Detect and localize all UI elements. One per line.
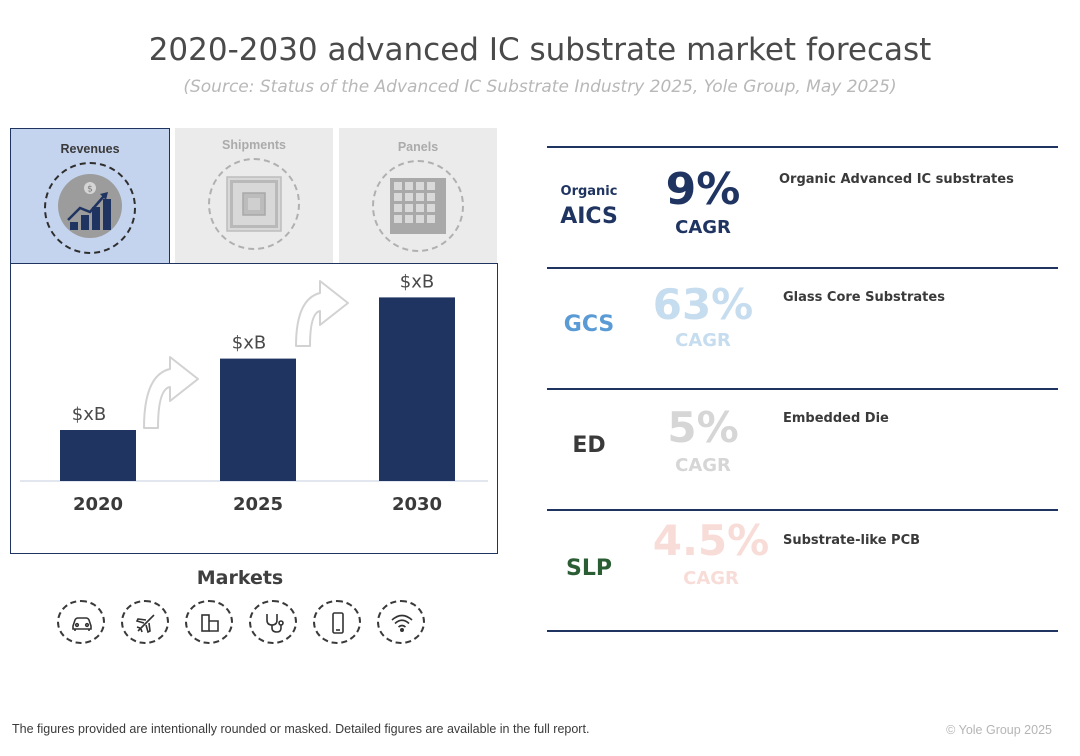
page-title: 2020-2030 advanced IC substrate market f… [148,32,932,68]
chart-panel [10,263,498,554]
segment-gcs-cagr-value: 63% [652,280,754,329]
source-subtitle: (Source: Status of the Advanced IC Subst… [183,77,897,97]
segment-gcs-abbr: GCS [563,312,615,337]
bar-2030 [379,297,455,481]
growth-arrow-1 [143,356,199,429]
segment-ed-name: Embedded Die [783,411,889,426]
smartphone-icon [313,600,361,644]
x-tick-label-2020: 2020 [73,494,123,515]
data-label-2020: $xB [72,404,106,425]
segment-aics-cagr-label: CAGR [675,217,731,238]
tab-shipments[interactable]: Shipments [175,128,333,263]
growth-arrow-2 [295,280,349,347]
data-label-2030: $xB [400,271,434,292]
divider [547,630,1058,632]
segment-slp-cagr-value: 4.5% [652,516,770,565]
tab-panels-label: Panels [397,140,439,154]
x-tick-label-2025: 2025 [233,494,283,515]
stethoscope-icon [249,600,297,644]
panel-grid-icon [372,160,464,252]
footer-disclaimer: The figures provided are intentionally r… [12,722,590,736]
tab-revenues-label: Revenues [60,142,120,156]
segment-slp-abbr: SLP [566,556,612,581]
tab-shipments-label: Shipments [222,138,286,152]
plane-icon [121,600,169,644]
segment-gcs-name: Glass Core Substrates [783,290,945,305]
footer-copyright: © Yole Group 2025 [946,723,1052,737]
segment-aics-cagr-value: 9% [665,164,741,215]
segment-aics-abbr: AICS [560,204,618,229]
car-icon [57,600,105,644]
segment-aics-prefix: Organic [560,184,618,199]
segment-ed-cagr-label: CAGR [675,455,731,476]
divider [547,509,1058,511]
wifi-icon [377,600,425,644]
industrial-icon [185,600,233,644]
divider [547,388,1058,390]
segment-slp-name: Substrate-like PCB [783,533,921,548]
segment-ed-abbr: ED [572,433,606,458]
revenue-growth-icon: $ [44,162,136,254]
bar-2025 [220,358,296,481]
chip-icon [208,158,300,250]
segment-ed-cagr-value: 5% [667,403,739,452]
divider [547,267,1058,269]
markets-title: Markets [196,567,284,589]
segment-gcs-cagr-label: CAGR [675,330,731,351]
x-tick-label-2030: 2030 [392,494,442,515]
svg-text:$: $ [87,185,93,195]
tab-revenues[interactable]: Revenues $ [10,128,170,263]
segment-slp-cagr-label: CAGR [683,568,739,589]
tab-panels[interactable]: Panels [339,128,497,263]
divider [547,146,1058,148]
segment-aics-name: Organic Advanced IC substrates [779,172,1014,187]
bar-2020 [60,430,136,481]
revenue-bar-chart: $xB 2020 $xB 2025 $xB 2030 [20,271,488,515]
data-label-2025: $xB [232,333,266,354]
